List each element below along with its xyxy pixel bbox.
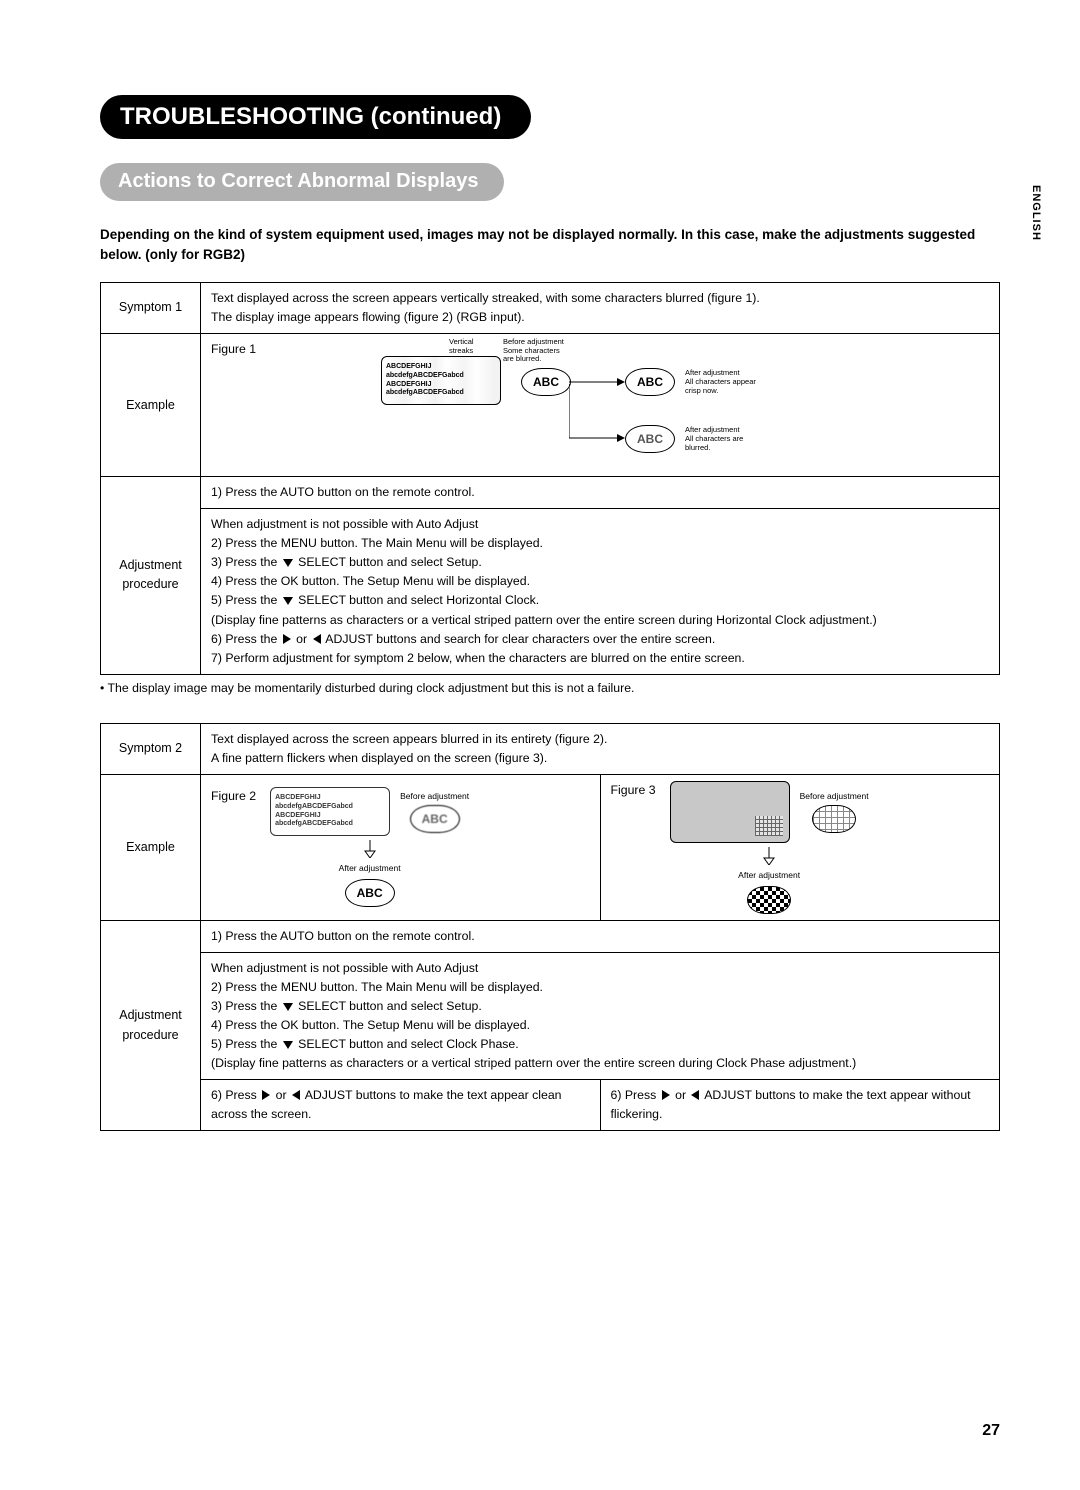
- adj2-line4: 5) Press the SELECT button and select Cl…: [211, 1035, 989, 1054]
- down-triangle-icon: [283, 597, 293, 605]
- fig3-checker-before-icon: [812, 805, 856, 833]
- fig2-abc-after-icon: ABC: [345, 879, 395, 907]
- adjust2-step6-left: 6) Press or ADJUST buttons to make the t…: [201, 1080, 601, 1131]
- figure2-screen: ABCDEFGHIJ abcdefgABCDEFGabcd ABCDEFGHIJ…: [270, 787, 390, 836]
- symptom2-table: Symptom 2 Text displayed across the scre…: [100, 723, 1000, 1132]
- right-triangle-icon: [283, 634, 291, 644]
- symptom1-table: Symptom 1 Text displayed across the scre…: [100, 282, 1000, 675]
- symptom2-label: Symptom 2: [101, 723, 201, 774]
- arrow-connectors-icon: [569, 358, 629, 458]
- left-triangle-icon: [691, 1090, 699, 1100]
- left-triangle-icon: [313, 634, 321, 644]
- figure3-pattern-icon: [755, 816, 783, 836]
- figure1-label: Figure 1: [211, 340, 256, 359]
- left-triangle-icon: [292, 1090, 300, 1100]
- adj1-line3: 4) Press the OK button. The Setup Menu w…: [211, 572, 989, 591]
- anno-after-crisp: After adjustment All characters appear c…: [685, 369, 756, 395]
- right-triangle-icon: [662, 1090, 670, 1100]
- fig2-abc-before-icon: ABC: [410, 805, 460, 833]
- adj1-line4: 5) Press the SELECT button and select Ho…: [211, 591, 989, 610]
- figure3-screen: [670, 781, 790, 843]
- anno-after-blur: After adjustment All characters are blur…: [685, 426, 743, 452]
- fig2-before-anno: Before adjustment: [400, 790, 469, 803]
- down-arrow-icon: [362, 840, 378, 858]
- symptom1-text: Text displayed across the screen appears…: [201, 283, 1000, 334]
- down-triangle-icon: [283, 1041, 293, 1049]
- adjust2-steps: When adjustment is not possible with Aut…: [201, 952, 1000, 1079]
- section-title: TROUBLESHOOTING (continued): [100, 95, 531, 139]
- adjust2-step1: 1) Press the AUTO button on the remote c…: [201, 920, 1000, 952]
- down-arrow-icon: [761, 847, 777, 865]
- example2-label: Example: [101, 774, 201, 920]
- adj1-line6: 6) Press the or ADJUST buttons and searc…: [211, 630, 989, 649]
- abc-after-blur-icon: ABC: [625, 425, 675, 453]
- adj1-line2: 3) Press the SELECT button and select Se…: [211, 553, 989, 572]
- adj1-line0: When adjustment is not possible with Aut…: [211, 515, 989, 534]
- symptom1-label: Symptom 1: [101, 283, 201, 334]
- language-side-label: ENGLISH: [1030, 185, 1042, 241]
- adjust1-label: Adjustment procedure: [101, 477, 201, 674]
- fig3-after-anno: After adjustment: [738, 869, 800, 882]
- adj2-line2: 3) Press the SELECT button and select Se…: [211, 997, 989, 1016]
- adj1-line7: 7) Perform adjustment for symptom 2 belo…: [211, 649, 989, 668]
- example1-cell: Figure 1 ABCDEFGHIJ abcdefgABCDEFGabcd A…: [201, 334, 1000, 477]
- anno-before: Before adjustment Some characters are bl…: [503, 338, 564, 364]
- symptom2-text: Text displayed across the screen appears…: [201, 723, 1000, 774]
- adj2-line0: When adjustment is not possible with Aut…: [211, 959, 989, 978]
- adjust1-step1: 1) Press the AUTO button on the remote c…: [201, 477, 1000, 509]
- figure3-label: Figure 3: [611, 781, 656, 908]
- abc-after-crisp-icon: ABC: [625, 368, 675, 396]
- adj1-line1: 2) Press the MENU button. The Main Menu …: [211, 534, 989, 553]
- adj2-line3: 4) Press the OK button. The Setup Menu w…: [211, 1016, 989, 1035]
- subsection-title: Actions to Correct Abnormal Displays: [100, 163, 504, 201]
- figure3-cell: Figure 3 Before adjustment After adjustm…: [600, 774, 1000, 920]
- adjust2-step6-right: 6) Press or ADJUST buttons to make the t…: [600, 1080, 1000, 1131]
- figure2-cell: Figure 2 ABCDEFGHIJ abcdefgABCDEFGabcd A…: [201, 774, 601, 920]
- note-text: • The display image may be momentarily d…: [100, 681, 1000, 695]
- adj2-line1: 2) Press the MENU button. The Main Menu …: [211, 978, 989, 997]
- adjust2-label: Adjustment procedure: [101, 920, 201, 1130]
- page-number: 27: [982, 1422, 1000, 1440]
- fig2-after-anno: After adjustment: [339, 862, 401, 875]
- down-triangle-icon: [283, 1003, 293, 1011]
- anno-vertical-streaks: Vertical streaks: [449, 338, 474, 355]
- adj2-line5: (Display fine patterns as characters or …: [211, 1054, 989, 1073]
- intro-text: Depending on the kind of system equipmen…: [100, 225, 1000, 264]
- example1-label: Example: [101, 334, 201, 477]
- figure2-label: Figure 2: [211, 787, 256, 901]
- adj1-line5: (Display fine patterns as characters or …: [211, 611, 989, 630]
- figure1-screen: ABCDEFGHIJ abcdefgABCDEFGabcd ABCDEFGHIJ…: [381, 356, 501, 405]
- fig3-before-anno: Before adjustment: [800, 790, 869, 803]
- down-triangle-icon: [283, 559, 293, 567]
- fig3-checker-after-icon: [747, 886, 791, 914]
- abc-before-icon: ABC: [521, 368, 571, 396]
- right-triangle-icon: [262, 1090, 270, 1100]
- adjust1-steps: When adjustment is not possible with Aut…: [201, 509, 1000, 674]
